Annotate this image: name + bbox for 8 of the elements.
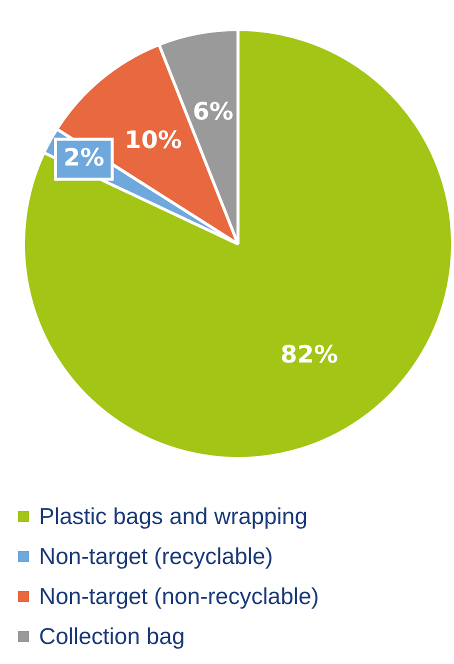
legend-label: Plastic bags and wrapping [39,502,308,530]
data-label: 2% [63,144,104,172]
data-label: 6% [192,98,234,126]
data-label: 82% [280,340,338,369]
legend-label: Non-target (non-recyclable) [39,582,319,610]
data-label: 10% [124,126,182,154]
legend-label: Non-target (recyclable) [39,542,273,570]
legend-label: Collection bag [39,622,185,650]
